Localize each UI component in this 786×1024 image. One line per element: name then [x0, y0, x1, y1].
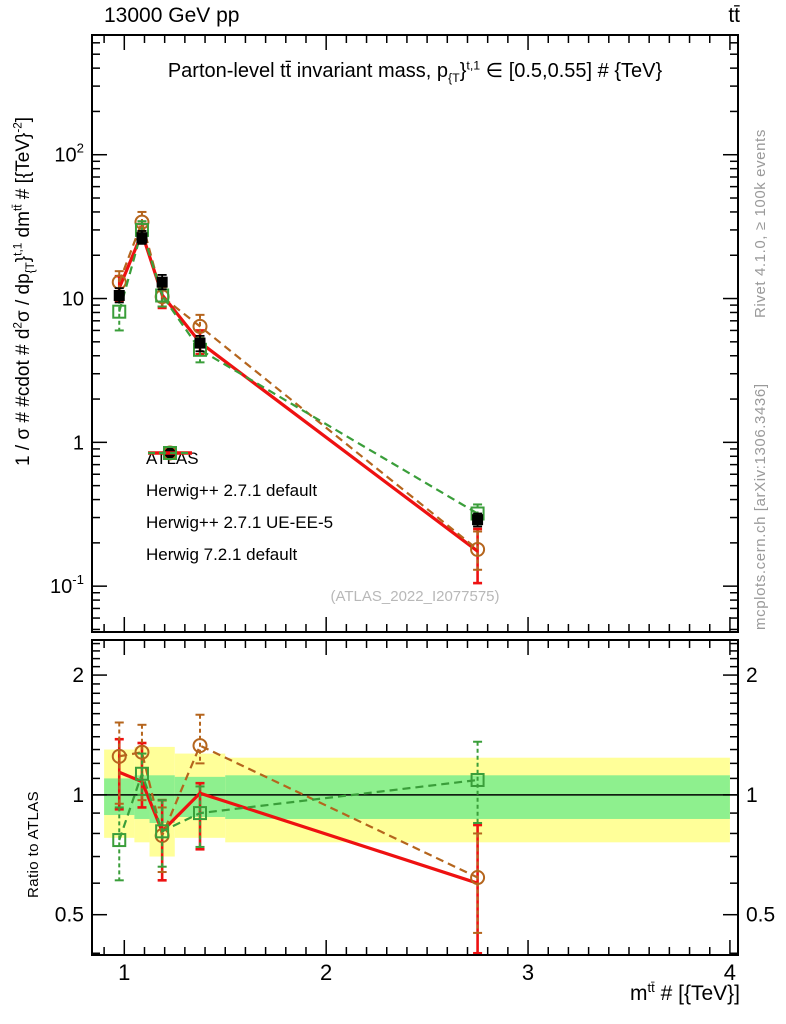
herwig7_default-marker: [112, 304, 127, 319]
tick-label: 1: [118, 960, 130, 985]
tick-label: 3: [522, 960, 534, 985]
legend-item-herwig7_default: Herwig 7.2.1 default: [146, 446, 333, 571]
tick-label: 10: [62, 289, 84, 311]
main-panel: [111, 210, 486, 585]
tick-label: 1: [73, 432, 84, 454]
tick-label: 1: [746, 784, 758, 807]
legend-item-herwigpp_ueee5: Herwig++ 2.7.1 UE-EE-5: [146, 451, 334, 539]
herwig7_default-marker: [155, 824, 170, 839]
herwig7_default-line: [118, 226, 479, 515]
analysis-watermark: (ATLAS_2022_I2077575): [330, 588, 500, 605]
herwig7_default-legend-marker-icon: [148, 446, 192, 460]
beam-energy-label: 13000 GeV pp: [104, 4, 240, 27]
atlas-marker: [136, 232, 148, 244]
herwigpp_default-marker: [470, 541, 486, 557]
herwig7_default-marker: [470, 772, 485, 787]
ratio-panel: [92, 713, 738, 955]
tick-label: 4: [724, 960, 736, 985]
tick-label: 2: [72, 664, 84, 687]
legend-item-label: Herwig++ 2.7.1 default: [146, 481, 318, 500]
atlas-marker: [194, 337, 206, 349]
y-axis-label: 1 / σ # #cdot # d2σ / dp{T}t,1 dmtt̄ # […: [11, 116, 37, 466]
panel-frame: [91, 34, 739, 633]
herwig7_default-marker: [193, 806, 208, 821]
tick-label: 2: [746, 664, 758, 687]
herwig7_default-marker: [134, 766, 149, 781]
herwigpp_default-marker: [192, 738, 208, 754]
process-label: tt̄: [728, 4, 740, 27]
rivet-version-note: Rivet 4.1.0, ≥ 100k events: [752, 129, 769, 318]
panel-frame: [91, 639, 739, 956]
tick-label: 10-1: [50, 572, 84, 598]
herwigpp_default-marker: [134, 744, 150, 760]
herwig7_default-marker: [112, 833, 127, 848]
tick-label: 102: [54, 141, 84, 167]
atlas-marker: [156, 276, 168, 288]
herwigpp_default-marker: [470, 870, 486, 886]
tick-label: 0.5: [746, 904, 775, 927]
legend-item-label: Herwig++ 2.7.1 UE-EE-5: [146, 513, 334, 532]
herwigpp_default-marker: [111, 748, 127, 764]
x-axis-label: mtt̄ # [{TeV}]: [630, 980, 740, 1005]
tick-label: 1: [72, 784, 84, 807]
herwigpp_default-line: [118, 218, 479, 551]
herwigpp_default-marker: [192, 318, 208, 334]
legend-item-label: Herwig 7.2.1 default: [146, 545, 298, 564]
atlas-marker: [113, 289, 125, 301]
mcplots-source-note: mcplots.cern.ch [arXiv:1306.3436]: [752, 383, 769, 630]
tick-label: 0.5: [55, 904, 84, 927]
atlas-marker: [472, 514, 484, 526]
ratio-axis-label: Ratio to ATLAS: [25, 790, 42, 898]
tick-label: 2: [320, 960, 332, 985]
legend-item-herwigpp_default: Herwig++ 2.7.1 default: [146, 445, 333, 507]
plot-title: Parton-level tt̄ invariant mass, p{T}t,1…: [167, 58, 663, 85]
